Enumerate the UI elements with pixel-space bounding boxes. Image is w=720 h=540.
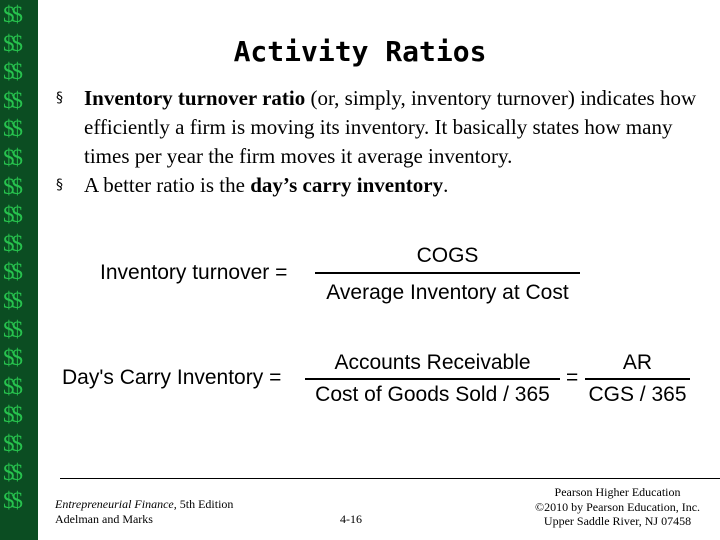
dollar-sign-glyph: $$ [3, 431, 23, 456]
dollar-sign-glyph: $$ [3, 316, 23, 342]
footer-page-number: 4-16 [340, 512, 362, 526]
bullet-term: day’s carry inventory [250, 173, 444, 197]
bullet-term: Inventory turnover ratio [84, 86, 306, 110]
inventory-turnover-denominator: Average Inventory at Cost [326, 281, 569, 304]
footer-publisher-line-3: Upper Saddle River, NJ 07458 [543, 514, 692, 528]
days-carry-equals: = [566, 366, 579, 389]
dollar-sign-glyph: $$ [3, 288, 23, 313]
days-carry-numerator-1: Accounts Receivable [334, 351, 531, 374]
bullet-item: § A better ratio is the day’s carry inven… [56, 171, 706, 200]
slide-title: Activity Ratios [233, 35, 487, 68]
footer-publisher-line-1: Pearson Higher Education [554, 485, 681, 499]
footer-book-info: Entrepreneurial Finance, 5th Edition Ade… [55, 497, 233, 527]
bullet-item: § Inventory turnover ratio (or, simply, i… [56, 84, 706, 171]
dollar-sign-glyph: $$ [3, 116, 23, 142]
bullet-marker-icon: § [56, 177, 63, 193]
bullet-text: . [443, 173, 449, 197]
inventory-turnover-numerator: COGS [416, 244, 479, 267]
footer-divider [60, 478, 720, 479]
inventory-turnover-lhs: Inventory turnover = [100, 261, 288, 284]
days-carry-denominator-1: Cost of Goods Sold / 365 [315, 383, 550, 406]
bullet-list: § Inventory turnover ratio (or, simply, i… [56, 84, 706, 200]
dollar-sign-glyph: $$ [3, 202, 23, 228]
dollar-sign-glyph: $$ [3, 259, 23, 285]
dollar-sign-glyph: $$ [3, 402, 23, 428]
days-carry-fraction-bar-2 [585, 378, 690, 380]
days-carry-denominator-2: CGS / 365 [588, 383, 687, 406]
dollar-sign-glyph: $$ [3, 2, 23, 27]
days-carry-numerator-2: AR [622, 351, 653, 374]
dollar-sign-glyph: $$ [3, 59, 23, 85]
dollar-sign-glyph: $$ [3, 488, 23, 514]
footer-edition: 5th Edition [176, 497, 234, 511]
footer-publisher-line-2: ©2010 by Pearson Education, Inc. [534, 499, 701, 514]
bullet-marker-icon: § [56, 90, 63, 106]
footer-book-title: Entrepreneurial Finance, [55, 497, 177, 511]
dollar-sign-glyph: $$ [3, 230, 23, 256]
dollar-sign-glyph: $$ [3, 373, 23, 399]
days-carry-lhs: Day's Carry Inventory = [62, 366, 282, 389]
dollar-sign-glyph: $$ [3, 173, 23, 199]
dollar-sign-glyph: $$ [3, 87, 23, 113]
dollar-sign-glyph: $$ [3, 459, 23, 485]
dollar-sign-glyph: $$ [3, 30, 23, 56]
inventory-turnover-fraction-bar [315, 272, 580, 274]
footer-publisher: Pearson Higher Education ©2010 by Pearso… [520, 485, 715, 529]
dollar-sign-sidebar: $$ $$ $$ $$ $$ $$ $$ $$ $$ $$ $$ $$ $$ $$ $$ $$ $$ $$ [0, 0, 38, 540]
dollar-sign-glyph: $$ [3, 145, 23, 170]
days-carry-fraction-bar-1 [305, 378, 560, 380]
dollar-sign-glyph: $$ [3, 345, 23, 371]
bullet-text: (or, simply, inventory turnover) indicat… [84, 86, 697, 168]
footer-authors: Adelman and Marks [55, 512, 153, 526]
bullet-text: A better ratio is the [84, 173, 251, 197]
